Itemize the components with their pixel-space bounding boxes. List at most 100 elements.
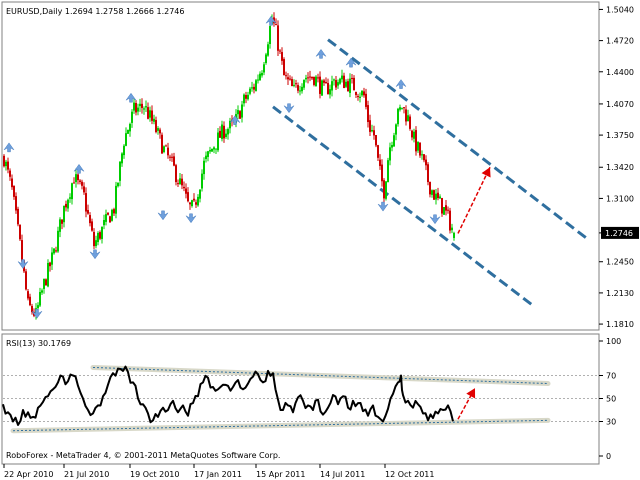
candle-body [161, 134, 163, 154]
candle-body [73, 182, 75, 184]
candle-body [115, 185, 117, 214]
candle-body [127, 129, 129, 134]
rsi-header: RSI(13) 30.1769 [6, 339, 71, 348]
candle-body [31, 305, 33, 313]
candle-body [103, 220, 105, 226]
candle-body [267, 44, 269, 56]
candle-body [407, 115, 409, 122]
rsi-panel[interactable]: RSI(13) 30.1769 RoboForex - MetaTrader 4… [1, 333, 600, 465]
candle-body [151, 110, 153, 121]
candle-body [289, 78, 291, 80]
price-channel [272, 38, 589, 307]
candle-body [395, 124, 397, 135]
candle-body [199, 189, 201, 199]
candle-body [29, 296, 31, 306]
candle-body [285, 75, 287, 77]
price-axis[interactable]: 1.5040 1.4720 1.4400 1.4070 1.3750 1.3420 1.31… [599, 5, 639, 329]
candle-body [389, 147, 391, 161]
candle-body [183, 186, 185, 189]
candle-body [171, 156, 173, 158]
candle-body [25, 271, 27, 290]
candle-body [345, 81, 347, 87]
price-chart-panel[interactable]: EURUSD,Daily 1.2694 1.2758 1.2666 1.2746 [1, 1, 600, 331]
price-axis-label: 1.3100 [606, 194, 634, 203]
candle-body [47, 262, 49, 287]
candle-body [219, 130, 221, 138]
candle-body [343, 75, 345, 89]
candle-body [105, 214, 107, 222]
candle-body [447, 209, 449, 211]
rsi-axis-label: 30 [606, 418, 616, 427]
candle-body [55, 250, 57, 252]
candle-body [387, 160, 389, 183]
candle-body [363, 91, 365, 96]
time-axis: 22 Apr 2010 21 Jul 2010 19 Oct 2010 17 Jan … [3, 464, 434, 479]
fractal-down-marker [17, 259, 29, 269]
candle-body [265, 54, 267, 64]
candle-body [311, 76, 313, 79]
candle-body [439, 196, 441, 199]
candle-body [81, 181, 83, 186]
candle-body [41, 290, 43, 293]
candle-body [365, 93, 367, 107]
candle-body [401, 107, 403, 109]
price-axis-label: 1.3750 [606, 131, 634, 140]
candle-body [13, 185, 15, 197]
candle-body [449, 210, 451, 231]
price-tag-label: 1.2746 [605, 229, 633, 238]
candle-body [409, 116, 411, 129]
candle-body [371, 130, 373, 132]
candle-body [229, 120, 231, 129]
candle-body [263, 64, 265, 73]
candle-body [349, 78, 351, 93]
candle-body [329, 89, 331, 95]
candle-body [53, 248, 55, 254]
candle-body [415, 130, 417, 152]
rsi-axis: 100 70 50 30 0 [599, 337, 621, 461]
candle-body [383, 180, 385, 199]
time-axis-label: 22 Apr 2010 [4, 470, 53, 479]
candle-body [61, 219, 63, 224]
candle-body [359, 96, 361, 98]
candle-body [39, 292, 41, 306]
rsi-axis-label: 100 [606, 337, 621, 346]
candle-body [91, 221, 93, 231]
candle-body [379, 159, 381, 166]
candle-body [295, 83, 297, 85]
candle-body [245, 95, 247, 99]
candle-body [369, 120, 371, 132]
candle-body [425, 159, 427, 166]
candle-body [403, 107, 405, 109]
candle-body [355, 91, 357, 95]
candle-body [211, 148, 213, 152]
candle-body [215, 148, 217, 150]
candle-body [429, 181, 431, 195]
time-axis-label: 17 Jan 2011 [194, 470, 242, 479]
candle-body [15, 196, 17, 211]
price-axis-label: 1.5040 [606, 5, 634, 14]
candle-body [45, 279, 47, 286]
candle-body [125, 133, 127, 146]
rsi-axis-label: 70 [606, 372, 616, 381]
candle-body [335, 80, 337, 88]
candle-body [159, 129, 161, 134]
candle-body [279, 50, 281, 52]
candle-body [399, 107, 401, 110]
candle-body [441, 198, 443, 214]
candle-body [309, 76, 311, 78]
candle-body [331, 81, 333, 91]
candle-body [139, 103, 141, 107]
candle-body [259, 73, 261, 81]
candle-body [5, 161, 7, 167]
candle-body [353, 77, 355, 91]
candle-body [63, 205, 65, 223]
candle-body [411, 130, 413, 138]
candle-body [227, 128, 229, 135]
channel-line [327, 38, 589, 241]
rsi-trend-bands [10, 364, 551, 434]
candle-body [203, 160, 205, 175]
candle-body [107, 212, 109, 215]
fractal-up-marker [3, 142, 15, 153]
candle-body [89, 215, 91, 224]
candle-body [37, 305, 39, 309]
